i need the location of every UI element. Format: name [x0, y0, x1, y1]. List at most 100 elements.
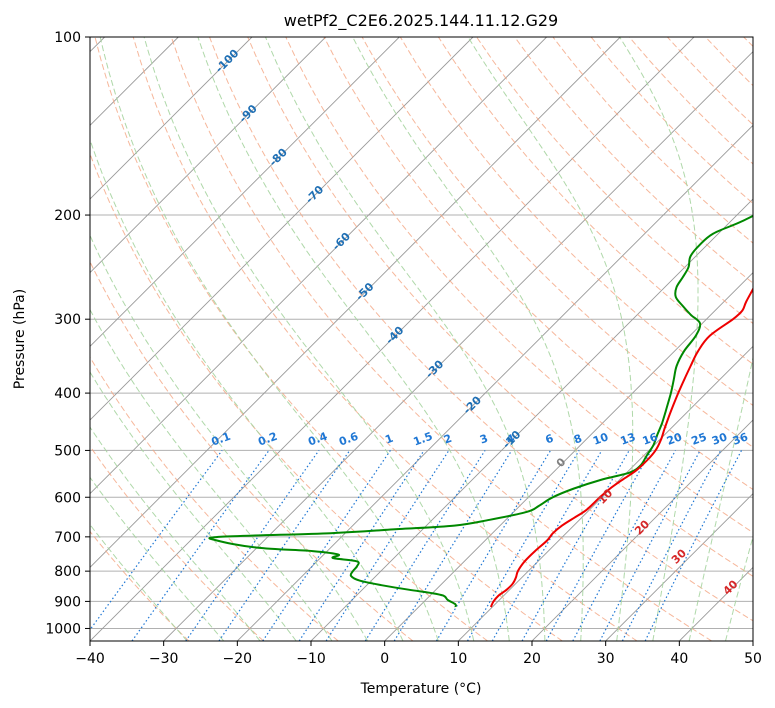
- mixing-ratio-label: 0.2: [256, 430, 279, 449]
- moist-adiabat-line: [99, 37, 439, 641]
- moist-adiabat-line: [143, 37, 475, 641]
- mixing-ratio-label: 3: [478, 432, 490, 447]
- isotherm-line: [90, 37, 547, 495]
- x-tick-label: 50: [744, 651, 762, 667]
- x-axis-label: Temperature (°C): [360, 681, 482, 697]
- plot-grid: [90, 37, 753, 641]
- isotherm-line: [458, 345, 753, 641]
- isotherm-line: [531, 419, 753, 641]
- mixing-ratio-label: 0.4: [306, 430, 329, 449]
- dry-adiabat-line: [285, 37, 753, 534]
- moist-adiabat-line: [619, 37, 699, 641]
- mixing-ratio-label: 30: [710, 430, 729, 448]
- mixing-ratio-label: 36: [731, 430, 750, 448]
- mixing-ratio-line: [572, 450, 677, 641]
- mixing-ratio-label: 20: [665, 430, 684, 448]
- dry-adiabat-line: [170, 37, 712, 641]
- isotherm-line: [90, 37, 621, 568]
- mixing-ratio-label: 1: [383, 432, 395, 447]
- moist-adiabat-line: [90, 371, 297, 641]
- dry-adiabat-line: [247, 37, 753, 577]
- moist-adiabat-line: [90, 138, 404, 641]
- x-tick-label: −10: [296, 651, 326, 667]
- y-axis-label: Pressure (hPa): [12, 289, 28, 389]
- mixing-ratio-label: 4: [505, 432, 517, 447]
- x-tick-label: 10: [449, 651, 467, 667]
- dry-adiabat-line: [132, 37, 638, 641]
- mixing-ratio-line: [393, 450, 513, 641]
- data-lines: [208, 175, 753, 608]
- mixing-ratio-line: [185, 450, 320, 641]
- mixing-ratio-line: [90, 450, 223, 631]
- x-tick-label: −30: [149, 651, 179, 667]
- y-tick-label: 200: [54, 208, 81, 224]
- y-tick-label: 500: [54, 443, 81, 459]
- x-tick-label: 30: [597, 651, 615, 667]
- dewpoint-profile-line: [208, 175, 753, 608]
- mixing-ratio-line: [262, 450, 391, 641]
- mixing-ratio-label: 16: [641, 430, 660, 448]
- y-tick-label: 600: [54, 490, 81, 506]
- dry-adiabat-line: [94, 37, 563, 641]
- isotherm-line: [90, 37, 695, 641]
- isotherm-line: [237, 124, 753, 641]
- x-tick-label: −20: [223, 651, 253, 667]
- mixing-ratio-label: 1.5: [412, 430, 435, 449]
- moist-adiabat-line: [265, 37, 546, 641]
- mixing-ratio-label: 2: [442, 432, 454, 447]
- mixing-ratio-label: 0.6: [337, 430, 360, 449]
- dry-adiabat-line: [90, 260, 414, 641]
- x-tick-label: 20: [523, 651, 541, 667]
- moist-adiabat-line: [725, 534, 753, 641]
- isotherm-line: [90, 37, 253, 200]
- y-tick-label: 1000: [45, 621, 81, 637]
- dry-adiabat-line: [90, 356, 339, 641]
- chart-title: wetPf2_C2E6.2025.144.11.12.G29: [284, 11, 558, 31]
- x-tick-label: −40: [75, 651, 105, 667]
- isotherm-line: [90, 37, 400, 347]
- y-axis: 100 200 300 400 500 600 700 800 900 1000: [45, 30, 90, 637]
- isotherm-line: [90, 37, 474, 421]
- isotherm-line: [384, 272, 753, 641]
- y-tick-label: 400: [54, 386, 81, 402]
- background-lines: [90, 37, 753, 641]
- temperature-profile-line: [489, 287, 753, 608]
- dry-adiabat-line: [514, 37, 753, 284]
- mixing-ratio-label: 8: [572, 432, 584, 447]
- mixing-ratio-label: 6: [544, 432, 556, 447]
- mixing-ratio-label: 13: [619, 430, 638, 447]
- mixing-ratio-label: 0.1: [210, 430, 233, 449]
- mixing-ratio-label: 25: [690, 430, 709, 447]
- y-tick-label: 100: [54, 30, 81, 46]
- dry-adiabat-line: [90, 530, 190, 641]
- x-axis: −40 −30 −20 −10 0 10 20 30 40 50: [75, 641, 762, 667]
- y-tick-label: 700: [54, 530, 81, 546]
- moist-adiabat-line: [467, 37, 634, 641]
- dry-adiabat-line: [399, 37, 753, 407]
- isotherm-line: [605, 493, 753, 641]
- isotherm-line: [163, 51, 753, 641]
- dry-adiabat-line: [209, 37, 753, 622]
- dry-adiabat-line: [90, 445, 264, 641]
- moist-adiabat-line: [197, 37, 510, 641]
- mixing-ratio-line: [644, 450, 743, 641]
- y-tick-label: 800: [54, 564, 81, 580]
- plot-frame: [89, 36, 754, 642]
- x-tick-label: 40: [670, 651, 688, 667]
- mixing-ratio-line: [621, 450, 722, 641]
- y-tick-label: 300: [54, 312, 81, 328]
- mixing-ratio-line: [298, 450, 425, 641]
- dry-adiabat-line: [90, 152, 488, 641]
- mixing-ratio-line: [545, 450, 652, 641]
- mixing-ratio-line: [325, 450, 450, 641]
- moist-adiabat-line: [352, 37, 584, 641]
- mixing-ratio-line: [131, 450, 270, 641]
- moist-adiabat-line: [688, 355, 753, 641]
- mixing-ratio-line: [218, 450, 351, 641]
- mixing-ratio-label: 10: [591, 430, 610, 448]
- moist-adiabat-line: [90, 234, 369, 641]
- dry-adiabat-line: [437, 37, 753, 365]
- y-tick-label: 900: [54, 594, 81, 610]
